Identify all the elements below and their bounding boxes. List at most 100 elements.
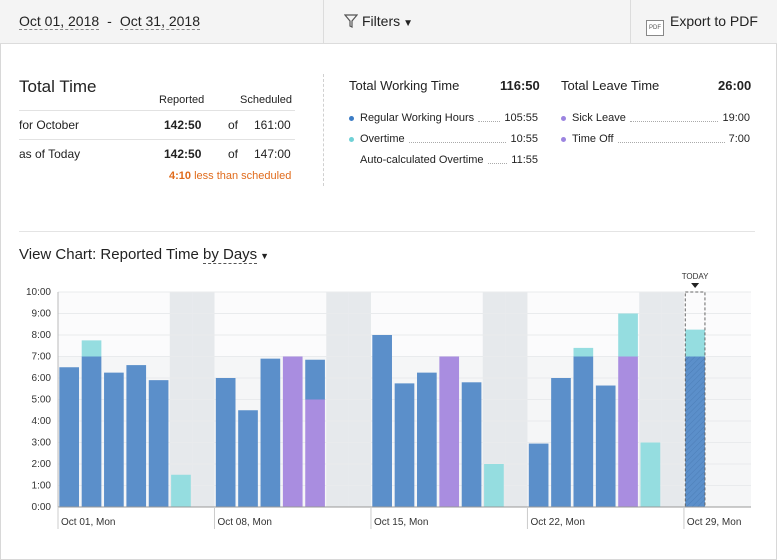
item-label: Time Off bbox=[572, 133, 614, 145]
date-range-picker[interactable]: Oct 01, 2018- Oct 31, 2018 bbox=[19, 13, 201, 30]
reported-value: 142:50 bbox=[164, 118, 202, 132]
item-label: Sick Leave bbox=[572, 112, 626, 124]
item-label: Overtime bbox=[360, 133, 405, 145]
date-separator: - bbox=[107, 13, 112, 29]
leader-dots bbox=[629, 114, 719, 122]
leader-dots bbox=[617, 135, 725, 143]
leave-bar bbox=[618, 356, 638, 507]
of-text: of bbox=[228, 147, 239, 161]
regular-bar bbox=[81, 356, 102, 507]
section-separator bbox=[19, 231, 755, 232]
y-tick-label: 10:00 bbox=[26, 287, 51, 298]
y-tick-label: 8:00 bbox=[32, 330, 52, 341]
view-chart-header: View Chart: Reported Time by Days ▼ bbox=[19, 246, 270, 264]
list-item: Sick Leave 19:00 bbox=[561, 112, 750, 124]
row-label: for October bbox=[19, 118, 80, 132]
filters-button[interactable]: Filters ▼ bbox=[343, 13, 414, 29]
x-tick-label: Oct 01, Mon bbox=[61, 517, 115, 528]
item-label: Regular Working Hours bbox=[360, 112, 475, 124]
chevron-down-icon: ▼ bbox=[403, 18, 414, 29]
overtime-bar bbox=[618, 313, 638, 357]
y-tick-label: 6:00 bbox=[32, 373, 52, 384]
regular-bar bbox=[595, 385, 616, 507]
leader-dots bbox=[487, 156, 508, 164]
today-label: TODAY bbox=[682, 272, 709, 281]
regular-bar bbox=[305, 359, 325, 400]
scheduled-value: 147:00 bbox=[254, 147, 291, 161]
export-label: Export to PDF bbox=[670, 13, 758, 29]
overtime-bar bbox=[484, 464, 504, 507]
overtime-dot-icon bbox=[349, 136, 354, 142]
regular-bar bbox=[215, 378, 236, 507]
regular-dot-icon bbox=[349, 115, 354, 121]
overtime-bar bbox=[573, 347, 594, 357]
list-item: Time Off 7:00 bbox=[561, 133, 750, 145]
of-text: of bbox=[228, 118, 239, 132]
shortfall-text: less than scheduled bbox=[194, 170, 292, 182]
item-value: 11:55 bbox=[511, 154, 538, 166]
divider bbox=[19, 139, 295, 140]
regular-bar bbox=[573, 356, 594, 507]
y-tick-label: 5:00 bbox=[32, 395, 52, 406]
toolbar-divider bbox=[630, 0, 631, 44]
leader-dots bbox=[408, 135, 507, 143]
leave-time-total: 26:00 bbox=[718, 78, 752, 93]
item-value: 19:00 bbox=[722, 112, 750, 124]
pdf-icon: PDF bbox=[646, 20, 664, 36]
leave-bar bbox=[305, 399, 325, 507]
reported-value: 142:50 bbox=[164, 147, 202, 161]
regular-bar bbox=[126, 365, 147, 507]
item-value: 105:55 bbox=[504, 112, 538, 124]
regular-bar bbox=[260, 358, 281, 507]
shortfall-note: 4:10 less than scheduled bbox=[169, 170, 291, 182]
toolbar-divider bbox=[323, 0, 324, 44]
chevron-down-icon[interactable]: ▼ bbox=[260, 251, 270, 261]
overtime-bar bbox=[640, 442, 661, 507]
regular-bar bbox=[417, 372, 437, 507]
filters-label: Filters bbox=[362, 13, 401, 29]
regular-bar bbox=[528, 443, 549, 507]
filter-icon bbox=[343, 14, 359, 28]
working-time-title: Total Working Time bbox=[349, 78, 460, 93]
x-tick-label: Oct 15, Mon bbox=[374, 517, 428, 528]
today-arrow-icon bbox=[691, 283, 700, 288]
reported-time-chart: 0:00 1:00 2:00 3:00 4:00 5:00 6:00 7:00 8:00 9:00… bbox=[26, 272, 751, 529]
scheduled-header: Scheduled bbox=[240, 94, 292, 106]
list-item: Overtime 10:55 bbox=[349, 133, 538, 145]
shortfall-value: 4:10 bbox=[169, 170, 192, 182]
overtime-bar bbox=[81, 340, 102, 357]
divider bbox=[19, 110, 295, 111]
total-time-title: Total Time bbox=[19, 77, 97, 96]
working-time-total: 116:50 bbox=[500, 78, 540, 93]
y-tick-label: 2:00 bbox=[32, 459, 52, 470]
leader-dots bbox=[478, 114, 501, 122]
regular-bar bbox=[394, 383, 415, 507]
time-off-dot-icon bbox=[561, 136, 566, 142]
export-pdf-button[interactable]: PDF Export to PDF bbox=[646, 13, 758, 36]
y-tick-label: 9:00 bbox=[32, 309, 52, 320]
group-by-dropdown[interactable]: by Days bbox=[202, 246, 258, 264]
item-label: Auto-calculated Overtime bbox=[360, 154, 484, 166]
item-value: 7:00 bbox=[728, 133, 750, 145]
today-hatch bbox=[685, 356, 705, 507]
leave-bar bbox=[439, 356, 460, 507]
end-date[interactable]: Oct 31, 2018 bbox=[119, 13, 201, 30]
regular-bar bbox=[148, 380, 169, 507]
row-label: as of Today bbox=[19, 147, 81, 161]
y-tick-label: 0:00 bbox=[32, 502, 52, 513]
overtime-bar bbox=[685, 329, 705, 357]
section-divider bbox=[323, 74, 324, 186]
regular-bar bbox=[461, 382, 482, 507]
overtime-bar bbox=[171, 474, 191, 507]
list-item: Auto-calculated Overtime 11:55 bbox=[360, 154, 538, 166]
start-date[interactable]: Oct 01, 2018 bbox=[19, 13, 100, 30]
x-tick-label: Oct 08, Mon bbox=[217, 517, 271, 528]
toolbar: Oct 01, 2018- Oct 31, 2018 Filters ▼ PDF Ex… bbox=[0, 0, 777, 44]
reported-header: Reported bbox=[159, 94, 205, 106]
scheduled-value: 161:00 bbox=[254, 118, 291, 132]
regular-bar bbox=[551, 378, 571, 507]
leave-time-title: Total Leave Time bbox=[561, 78, 660, 93]
regular-bar bbox=[59, 367, 80, 507]
regular-bar bbox=[372, 335, 392, 507]
x-tick-label: Oct 29, Mon bbox=[687, 517, 741, 528]
